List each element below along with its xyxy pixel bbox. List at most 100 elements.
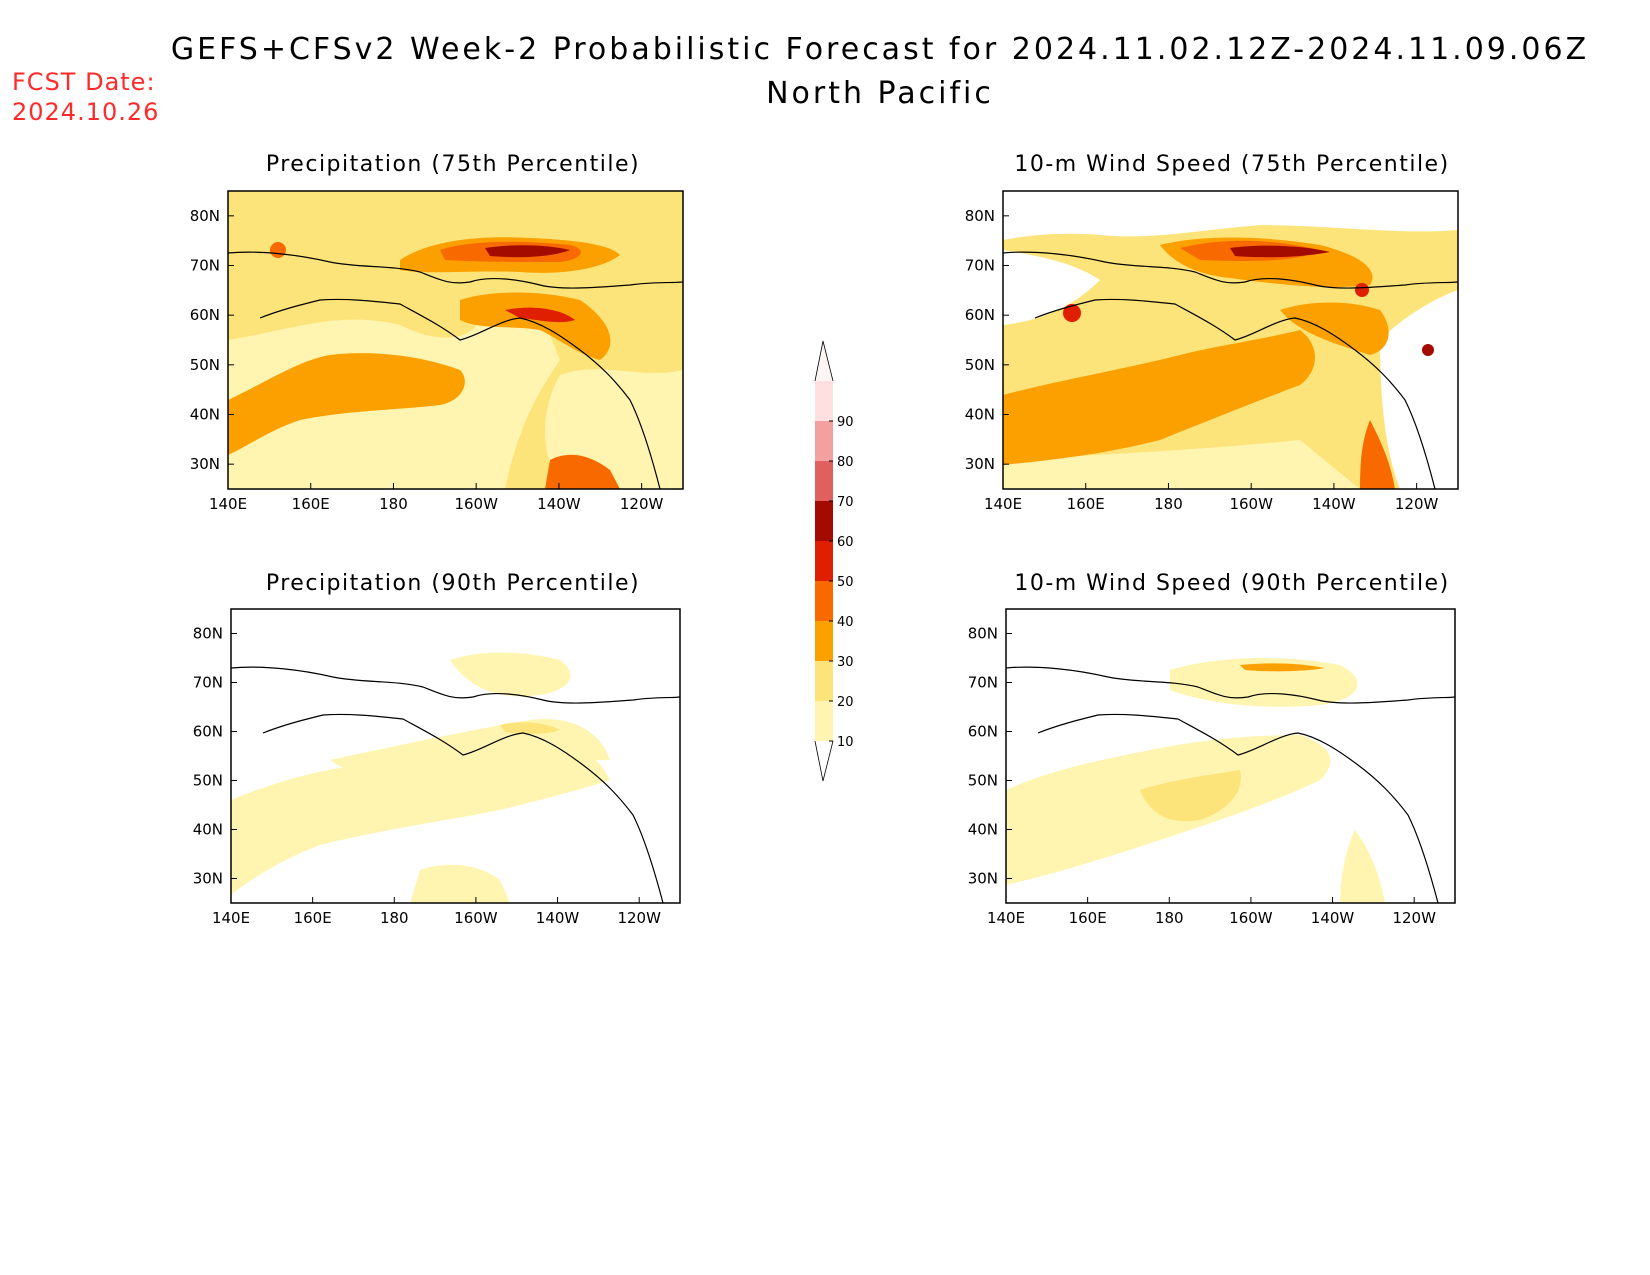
white-siberia [1003, 250, 1100, 325]
lon-tick-label: 160W [454, 495, 498, 513]
lon-tick-label: 140E [209, 495, 247, 513]
lon-tick-label: 140E [984, 495, 1022, 513]
lon-tick-label: 120W [1392, 909, 1436, 927]
colorbar-swatch [815, 461, 833, 501]
red-spot-2 [1355, 283, 1369, 297]
lat-tick-label: 50N [190, 356, 220, 374]
main-title: GEFS+CFSv2 Week-2 Probabilistic Forecast… [170, 32, 1590, 67]
map-precip-90 [231, 609, 680, 903]
colorbar-top-cap [814, 340, 834, 382]
colorbar-label: 70 [837, 495, 854, 510]
colorbar-swatch [815, 421, 833, 461]
colorbar-label: 90 [837, 415, 854, 430]
lat-tick-label: 70N [193, 674, 223, 692]
coastlines [228, 251, 1458, 903]
lon-tick-label: 140E [212, 909, 250, 927]
lat-tick-label: 40N [965, 406, 995, 424]
colorbar-label: 10 [837, 735, 854, 750]
lon-tick-label: 120W [617, 909, 661, 927]
lon-tick-label: 140W [536, 909, 580, 927]
lat-tick-label: 80N [968, 625, 998, 643]
colorbar-bottom-cap [814, 740, 834, 782]
yellow-coast [1340, 830, 1385, 903]
colorbar-swatch [815, 581, 833, 621]
lat-tick-label: 70N [965, 257, 995, 275]
orange-arctic-streak [1240, 663, 1325, 672]
lon-tick-label: 180 [1155, 909, 1184, 927]
lat-tick-label: 60N [193, 723, 223, 741]
lon-tick-label: 140W [1312, 495, 1356, 513]
red-spot [1063, 304, 1081, 322]
panel-title-precip-90: Precipitation (90th Percentile) [265, 571, 641, 596]
forecast-date-label: FCST Date: [12, 68, 156, 96]
lon-tick-label: 140E [987, 909, 1025, 927]
lon-tick-label: 160W [454, 909, 498, 927]
forecast-date-value: 2024.10.26 [12, 98, 160, 126]
lon-tick-label: 160W [1229, 909, 1273, 927]
lat-tick-label: 60N [968, 723, 998, 741]
region-title: North Pacific [766, 76, 994, 111]
lat-tick-label: 50N [965, 356, 995, 374]
lon-tick-label: 140W [1311, 909, 1355, 927]
panel-title-precip-75: Precipitation (75th Percentile) [265, 152, 641, 177]
colorbar: 10 20 30 40 50 60 70 80 90 [814, 340, 854, 782]
colorbar-label: 30 [837, 655, 854, 670]
yellow-pacific [231, 730, 610, 895]
lat-tick-label: 30N [193, 870, 223, 888]
lat-tick-label: 80N [965, 207, 995, 225]
orange-spot [270, 242, 286, 258]
lat-tick-label: 30N [190, 455, 220, 473]
map-precip-75 [228, 191, 683, 489]
lon-tick-label: 160E [1067, 495, 1105, 513]
white-arctic [1003, 191, 1458, 240]
red-west-coast [1360, 420, 1395, 489]
orange-gulf-alaska [460, 292, 611, 360]
map-wind-90 [1006, 609, 1455, 903]
dark-red-spot [1422, 344, 1434, 356]
orange-patch [500, 722, 560, 735]
orange-band-pacific [1003, 330, 1315, 465]
colorbar-swatch [815, 701, 833, 741]
lat-tick-label: 40N [968, 821, 998, 839]
colorbar-label: 40 [837, 615, 854, 630]
lon-tick-label: 160E [294, 909, 332, 927]
panel-title-wind-75: 10-m Wind Speed (75th Percentile) [1014, 152, 1450, 177]
colorbar-label: 60 [837, 535, 854, 550]
yellow-coast [410, 864, 510, 903]
orange-north [1280, 302, 1389, 355]
orange-band-pacific [228, 353, 465, 455]
colorbar-swatch [815, 501, 833, 541]
lat-tick-label: 50N [193, 772, 223, 790]
panel-title-wind-90: 10-m Wind Speed (90th Percentile) [1014, 571, 1450, 596]
lat-tick-label: 40N [190, 406, 220, 424]
lat-tick-label: 70N [968, 674, 998, 692]
dark-red-arctic [1230, 245, 1330, 258]
lat-tick-label: 80N [190, 207, 220, 225]
lat-tick-label: 30N [965, 455, 995, 473]
colorbar-label: 20 [837, 695, 854, 710]
lon-tick-label: 160E [1069, 909, 1107, 927]
lon-tick-label: 160E [292, 495, 330, 513]
lat-tick-label: 50N [968, 772, 998, 790]
dark-red-arctic [485, 245, 570, 258]
lat-tick-label: 40N [193, 821, 223, 839]
lon-tick-label: 180 [1154, 495, 1183, 513]
axis-labels: 140E 160E 180 160W 140W 120W 80N 70N 60N 50N 40N 30… [190, 207, 1439, 927]
colorbar-swatch [815, 541, 833, 581]
colorbar-swatch [815, 621, 833, 661]
red-gulf-alaska [505, 307, 575, 323]
lat-tick-label: 60N [965, 306, 995, 324]
lon-tick-label: 160W [1229, 495, 1273, 513]
yellow-arctic [450, 652, 571, 697]
colorbar-label: 80 [837, 455, 854, 470]
lat-tick-label: 80N [193, 625, 223, 643]
yellow-lower [1003, 440, 1360, 489]
lon-tick-label: 120W [1395, 495, 1439, 513]
colorbar-swatch [815, 381, 833, 421]
lon-tick-label: 180 [380, 909, 409, 927]
lat-tick-label: 70N [190, 257, 220, 275]
white-north-america [1380, 290, 1458, 489]
colorbar-label: 50 [837, 575, 854, 590]
lon-tick-label: 120W [620, 495, 664, 513]
